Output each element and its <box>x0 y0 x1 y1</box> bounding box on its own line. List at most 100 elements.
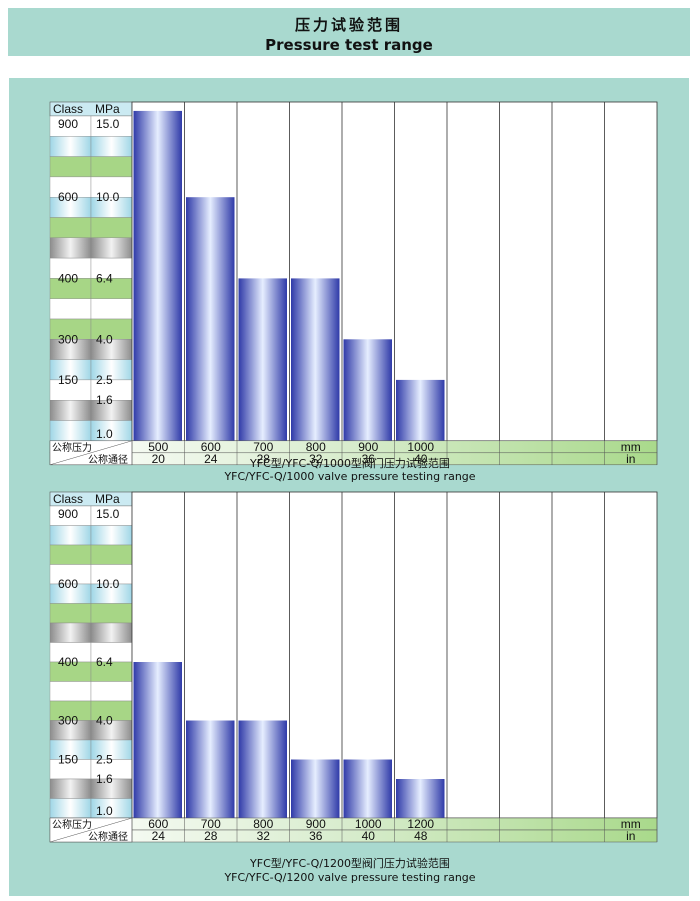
bar <box>238 720 287 818</box>
mpa-row <box>90 622 133 643</box>
category-mm: 1200 <box>407 817 434 831</box>
bar <box>133 110 182 441</box>
class-row <box>49 298 92 320</box>
unit-in: in <box>626 829 635 843</box>
bar <box>186 720 235 818</box>
mpa-tick: 2.5 <box>96 753 113 767</box>
class-tick: 150 <box>58 753 78 767</box>
class-row <box>49 217 92 238</box>
mpa-tick: 15.0 <box>96 507 120 521</box>
mpa-row <box>90 156 133 178</box>
caption-cn: YFC型/YFC-Q/1200型阀门压力试验范围 <box>249 856 450 870</box>
mpa-row <box>90 237 133 259</box>
mpa-tick: 1.6 <box>96 393 113 407</box>
category-mm: 1000 <box>407 440 434 454</box>
class-row <box>49 136 92 157</box>
title-cn: 压力试验范围 <box>294 16 403 34</box>
mpa-tick: 1.0 <box>96 804 113 818</box>
category-in: 36 <box>309 829 323 843</box>
nominal-pressure-label: 公称压力 <box>52 818 92 831</box>
category-in: 20 <box>152 452 166 466</box>
mpa-tick: 1.6 <box>96 772 113 786</box>
mpa-label: MPa <box>95 102 120 116</box>
class-tick: 900 <box>58 117 78 131</box>
bar <box>186 197 235 441</box>
class-row <box>49 400 92 421</box>
category-mm: 700 <box>201 817 221 831</box>
nominal-diameter-label: 公称通径 <box>88 453 128 466</box>
unit-in: in <box>626 452 635 466</box>
bar <box>396 779 445 818</box>
class-row <box>49 156 92 178</box>
category-in: 32 <box>309 452 323 466</box>
class-tick: 400 <box>58 655 78 669</box>
chart-2: Class MPa 900 15.0 600 10.0 400 6.4 300 4.0 150 2.5… <box>49 491 658 884</box>
mpa-row <box>90 298 133 320</box>
category-in: 32 <box>257 829 271 843</box>
class-tick: 900 <box>58 507 78 521</box>
mpa-tick: 6.4 <box>96 655 113 669</box>
unit-mm: mm <box>621 440 641 454</box>
mpa-row <box>90 681 133 702</box>
bar <box>291 278 340 441</box>
class-row <box>49 681 92 702</box>
class-row <box>49 798 92 819</box>
bar <box>238 278 287 441</box>
mpa-row <box>90 217 133 238</box>
mpa-tick: 2.5 <box>96 373 113 387</box>
nominal-pressure-row <box>49 817 658 831</box>
mpa-tick: 15.0 <box>96 117 120 131</box>
mpa-tick: 6.4 <box>96 271 113 285</box>
mpa-row <box>90 136 133 157</box>
category-mm: 800 <box>306 440 326 454</box>
category-mm: 600 <box>201 440 221 454</box>
bar <box>291 759 340 818</box>
class-tick: 150 <box>58 373 78 387</box>
mpa-tick: 4.0 <box>96 332 113 346</box>
class-tick: 300 <box>58 714 78 728</box>
mpa-row <box>90 603 133 624</box>
category-mm: 900 <box>306 817 326 831</box>
category-mm: 500 <box>148 440 168 454</box>
mpa-tick: 10.0 <box>96 190 120 204</box>
mpa-label: MPa <box>95 492 120 506</box>
mpa-row <box>90 544 133 565</box>
category-in: 40 <box>414 452 428 466</box>
class-row <box>49 525 92 546</box>
mpa-row <box>90 525 133 546</box>
caption-cn: YFC型/YFC-Q/1000型阀门压力试验范围 <box>249 456 450 470</box>
class-row <box>49 544 92 565</box>
category-mm: 600 <box>148 817 168 831</box>
category-in: 28 <box>257 452 271 466</box>
class-tick: 600 <box>58 190 78 204</box>
bar <box>343 759 392 818</box>
chart-1: Class MPa 900 15.0 600 10.0 400 6.4 300 4.0 150 2.5… <box>49 101 658 483</box>
class-row <box>49 420 92 441</box>
category-in: 28 <box>204 829 218 843</box>
nominal-diameter-row <box>49 829 658 843</box>
class-row <box>49 778 92 799</box>
bar <box>396 379 445 441</box>
category-mm: 900 <box>358 440 378 454</box>
class-label: Class <box>53 492 83 506</box>
nominal-diameter-label: 公称通径 <box>88 830 128 843</box>
nominal-pressure-row <box>49 440 658 454</box>
class-label: Class <box>53 102 83 116</box>
category-mm: 1000 <box>355 817 382 831</box>
class-tick: 600 <box>58 577 78 591</box>
category-in: 40 <box>362 829 376 843</box>
page-header: 压力试验范围 Pressure test range <box>8 8 690 56</box>
category-in: 36 <box>362 452 376 466</box>
nominal-pressure-label: 公称压力 <box>52 441 92 454</box>
category-in: 24 <box>152 829 166 843</box>
class-row <box>49 237 92 259</box>
class-tick: 400 <box>58 271 78 285</box>
title-en: Pressure test range <box>265 36 433 54</box>
caption-en: YFC/YFC-Q/1200 valve pressure testing ra… <box>223 871 475 884</box>
category-in: 24 <box>204 452 218 466</box>
category-mm: 700 <box>253 440 273 454</box>
mpa-tick: 4.0 <box>96 714 113 728</box>
class-row <box>49 603 92 624</box>
footer-diagonal <box>49 440 133 466</box>
